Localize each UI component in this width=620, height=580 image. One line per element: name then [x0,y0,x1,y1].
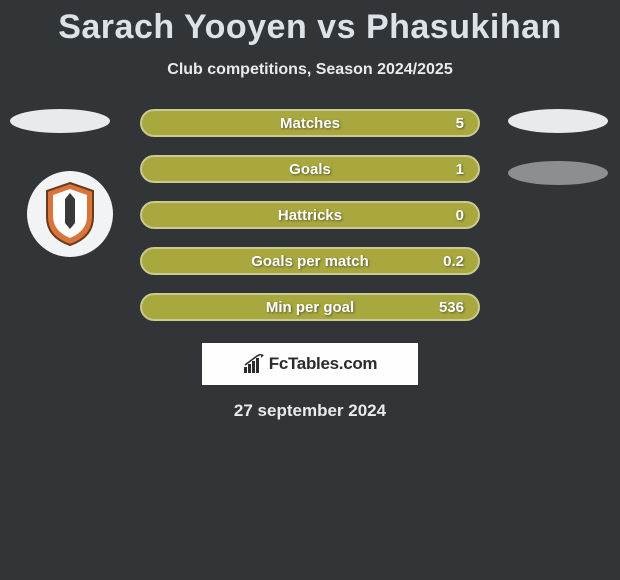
stat-value: 5 [456,115,464,132]
stat-value: 1 [456,161,464,178]
stat-value: 0.2 [443,253,464,270]
player-photo-right-bottom [508,161,608,185]
stat-label: Min per goal [266,299,354,316]
shield-icon [43,181,97,247]
stat-value: 0 [456,207,464,224]
player-photo-right-top [508,109,608,133]
stat-bar-goals: Goals 1 [140,155,480,183]
chart-icon [243,354,265,374]
stat-bar-min-per-goal: Min per goal 536 [140,293,480,321]
stat-label: Goals per match [251,253,369,270]
player-photo-left [10,109,110,133]
subtitle: Club competitions, Season 2024/2025 [0,61,620,79]
logo-text: FcTables.com [269,354,378,374]
stat-bar-matches: Matches 5 [140,109,480,137]
stat-bar-hattricks: Hattricks 0 [140,201,480,229]
stat-label: Goals [289,161,331,178]
page-title: Sarach Yooyen vs Phasukihan [0,0,620,47]
stat-label: Matches [280,115,340,132]
stat-value: 536 [439,299,464,316]
stat-bars: Matches 5 Goals 1 Hattricks 0 Goals per … [140,109,480,321]
stat-label: Hattricks [278,207,342,224]
stat-bar-goals-per-match: Goals per match 0.2 [140,247,480,275]
stats-panel: Matches 5 Goals 1 Hattricks 0 Goals per … [0,109,620,421]
club-badge [27,171,113,257]
date-label: 27 september 2024 [0,401,620,421]
site-logo: FcTables.com [202,343,418,385]
